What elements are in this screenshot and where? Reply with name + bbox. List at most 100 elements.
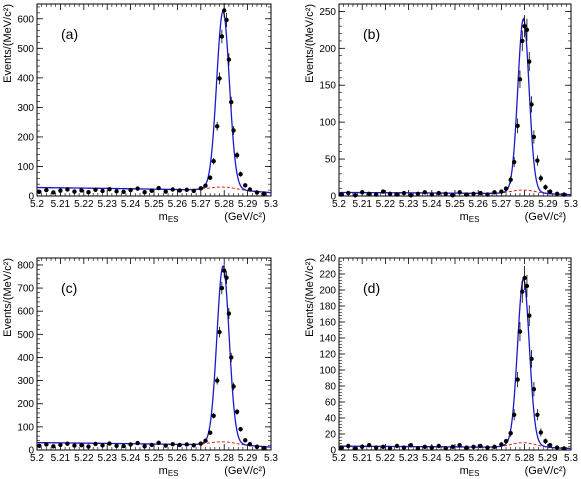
y-tick-label: 0 — [330, 192, 336, 203]
data-point — [128, 187, 133, 193]
data-point — [415, 191, 421, 196]
x-tick-label: 5.3 — [264, 453, 278, 464]
data-point — [261, 191, 267, 196]
data-point — [360, 444, 365, 449]
data-point — [339, 445, 344, 450]
data-point — [261, 445, 267, 451]
x-tick-label: 5.25 — [144, 199, 164, 210]
y-tick-label: 100 — [319, 118, 336, 129]
y-axis-label: Events/(MeV/c²) — [304, 258, 316, 337]
data-point — [243, 183, 248, 188]
data-point — [373, 192, 379, 197]
data-point — [436, 443, 441, 449]
x-tick-label: 5.22 — [376, 199, 396, 210]
y-tick-label: 0 — [330, 446, 336, 457]
x-axis-subscript: ES — [168, 469, 179, 478]
x-tick-label: 5.27 — [191, 453, 211, 464]
x-axis-label: mES — [159, 211, 179, 224]
panel-a: 5.2 5.21 5.22 5.23 5.24 5.25 5.26 5.27 5.28 5.29 5… — [2, 3, 278, 224]
data-point — [429, 445, 434, 450]
x-tick-label: 5.24 — [121, 199, 141, 210]
data-point — [211, 158, 216, 164]
data-point — [65, 441, 70, 446]
y-axis-label: Events/(MeV/c²) — [2, 4, 14, 83]
data-point — [511, 412, 517, 417]
data-point — [149, 442, 154, 448]
x-tick-label: 5.24 — [422, 453, 442, 464]
data-point — [114, 189, 119, 194]
data-point — [121, 189, 126, 195]
data-point — [214, 124, 220, 129]
x-tick-label: 5.2 — [332, 453, 346, 464]
data-point — [499, 442, 504, 447]
fit-curve — [37, 264, 272, 449]
data-point — [72, 189, 77, 194]
panel-tag: (b) — [363, 26, 380, 42]
data-point — [135, 440, 140, 446]
x-tick-label: 5.29 — [538, 453, 558, 464]
y-tick-label: 120 — [319, 350, 336, 361]
data-point — [527, 313, 532, 318]
data-point — [339, 192, 344, 197]
data-point — [79, 442, 84, 448]
data-point — [422, 190, 428, 195]
data-point — [538, 176, 544, 181]
data-point — [203, 183, 208, 188]
data-point — [224, 275, 229, 280]
data-point — [353, 193, 358, 198]
x-tick-label: 5.26 — [468, 453, 488, 464]
panel-c: 5.2 5.21 5.22 5.23 5.24 5.25 5.26 5.27 5.28 5.29 5… — [2, 257, 278, 478]
y-tick-label: 200 — [17, 132, 34, 143]
data-point — [226, 311, 232, 316]
x-tick-label: 5.26 — [168, 199, 188, 210]
data-point — [408, 443, 414, 448]
data-point — [471, 191, 476, 196]
data-point — [207, 430, 213, 435]
data-point — [535, 158, 540, 163]
data-point — [231, 384, 236, 389]
x-tick-label: 5.21 — [352, 199, 372, 210]
x-tick-label: 5.27 — [492, 199, 512, 210]
data-point — [37, 443, 42, 449]
data-point — [191, 443, 196, 448]
data-point — [561, 446, 567, 451]
data-point — [198, 441, 203, 446]
data-point — [222, 8, 227, 13]
data-point — [222, 268, 227, 273]
y-tick-label: 400 — [17, 353, 34, 364]
data-point — [229, 355, 234, 360]
x-tick-label: 5.3 — [564, 453, 578, 464]
y-axis-label: Events/(MeV/c²) — [2, 258, 14, 337]
x-tick-label: 5.2 — [30, 453, 44, 464]
y-tick-label: 50 — [325, 155, 337, 166]
x-tick-label: 5.24 — [422, 199, 442, 210]
data-point — [547, 443, 553, 448]
data-point — [561, 192, 567, 197]
data-point — [464, 192, 469, 197]
data-point — [170, 442, 175, 447]
data-point — [163, 443, 168, 448]
data-point — [408, 193, 414, 198]
data-point — [198, 186, 203, 191]
data-point — [520, 289, 525, 294]
fit-curve — [36, 10, 272, 194]
x-axis-variable: m — [460, 465, 469, 477]
panel-tag: (a) — [61, 26, 78, 42]
data-point — [531, 134, 537, 140]
x-tick-label: 5.28 — [515, 199, 535, 210]
y-tick-label: 0 — [28, 192, 34, 203]
data-point — [524, 283, 530, 289]
x-axis-label: mES — [159, 465, 179, 478]
data-point — [360, 190, 365, 195]
x-tick-label: 5.22 — [376, 453, 396, 464]
y-tick-label: 100 — [17, 422, 34, 433]
x-tick-label: 5.27 — [492, 453, 512, 464]
data-point — [177, 188, 182, 193]
data-point — [492, 444, 497, 449]
data-point — [207, 175, 213, 180]
y-tick-label: 500 — [17, 330, 34, 341]
data-point — [254, 190, 260, 195]
x-tick-label: 5.3 — [564, 199, 578, 210]
data-point — [366, 443, 372, 448]
